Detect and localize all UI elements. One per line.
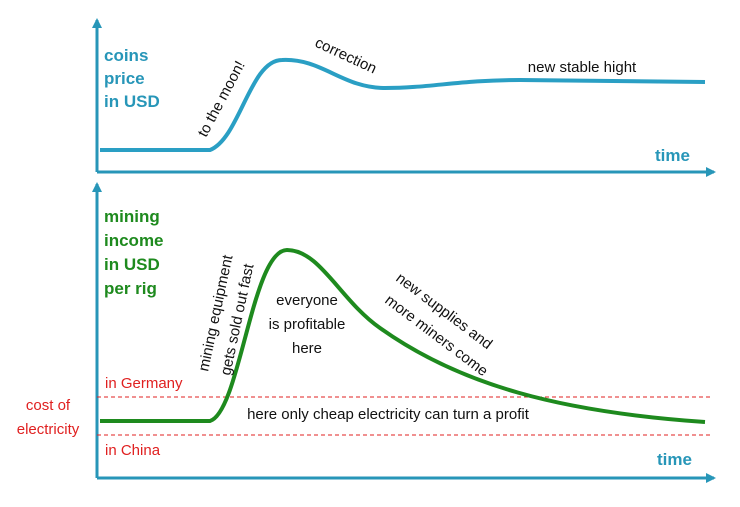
annotation: is profitable <box>269 316 346 333</box>
y-label: price <box>104 69 145 88</box>
y-label: per rig <box>104 279 157 298</box>
price-curve <box>100 57 706 152</box>
annotation: correction <box>312 34 379 77</box>
band-note: here only cheap electricity can turn a p… <box>247 406 530 423</box>
y-label: in USD <box>104 92 160 111</box>
x-label: time <box>657 450 692 469</box>
y-label: in USD <box>104 255 160 274</box>
cost-label: electricity <box>17 421 80 438</box>
level-label: in China <box>105 442 161 459</box>
annotation: new stable hight <box>528 59 637 76</box>
cost-label: cost of <box>26 397 71 414</box>
x-label: time <box>655 146 690 165</box>
income-curve <box>100 247 706 424</box>
y-label: coins <box>104 46 148 65</box>
y-label: income <box>104 231 164 250</box>
y-label: mining <box>104 207 160 226</box>
annotation: everyone <box>276 292 338 309</box>
level-label: in Germany <box>105 375 183 392</box>
annotation: here <box>292 340 322 357</box>
annotation: to the moon! <box>195 58 249 140</box>
